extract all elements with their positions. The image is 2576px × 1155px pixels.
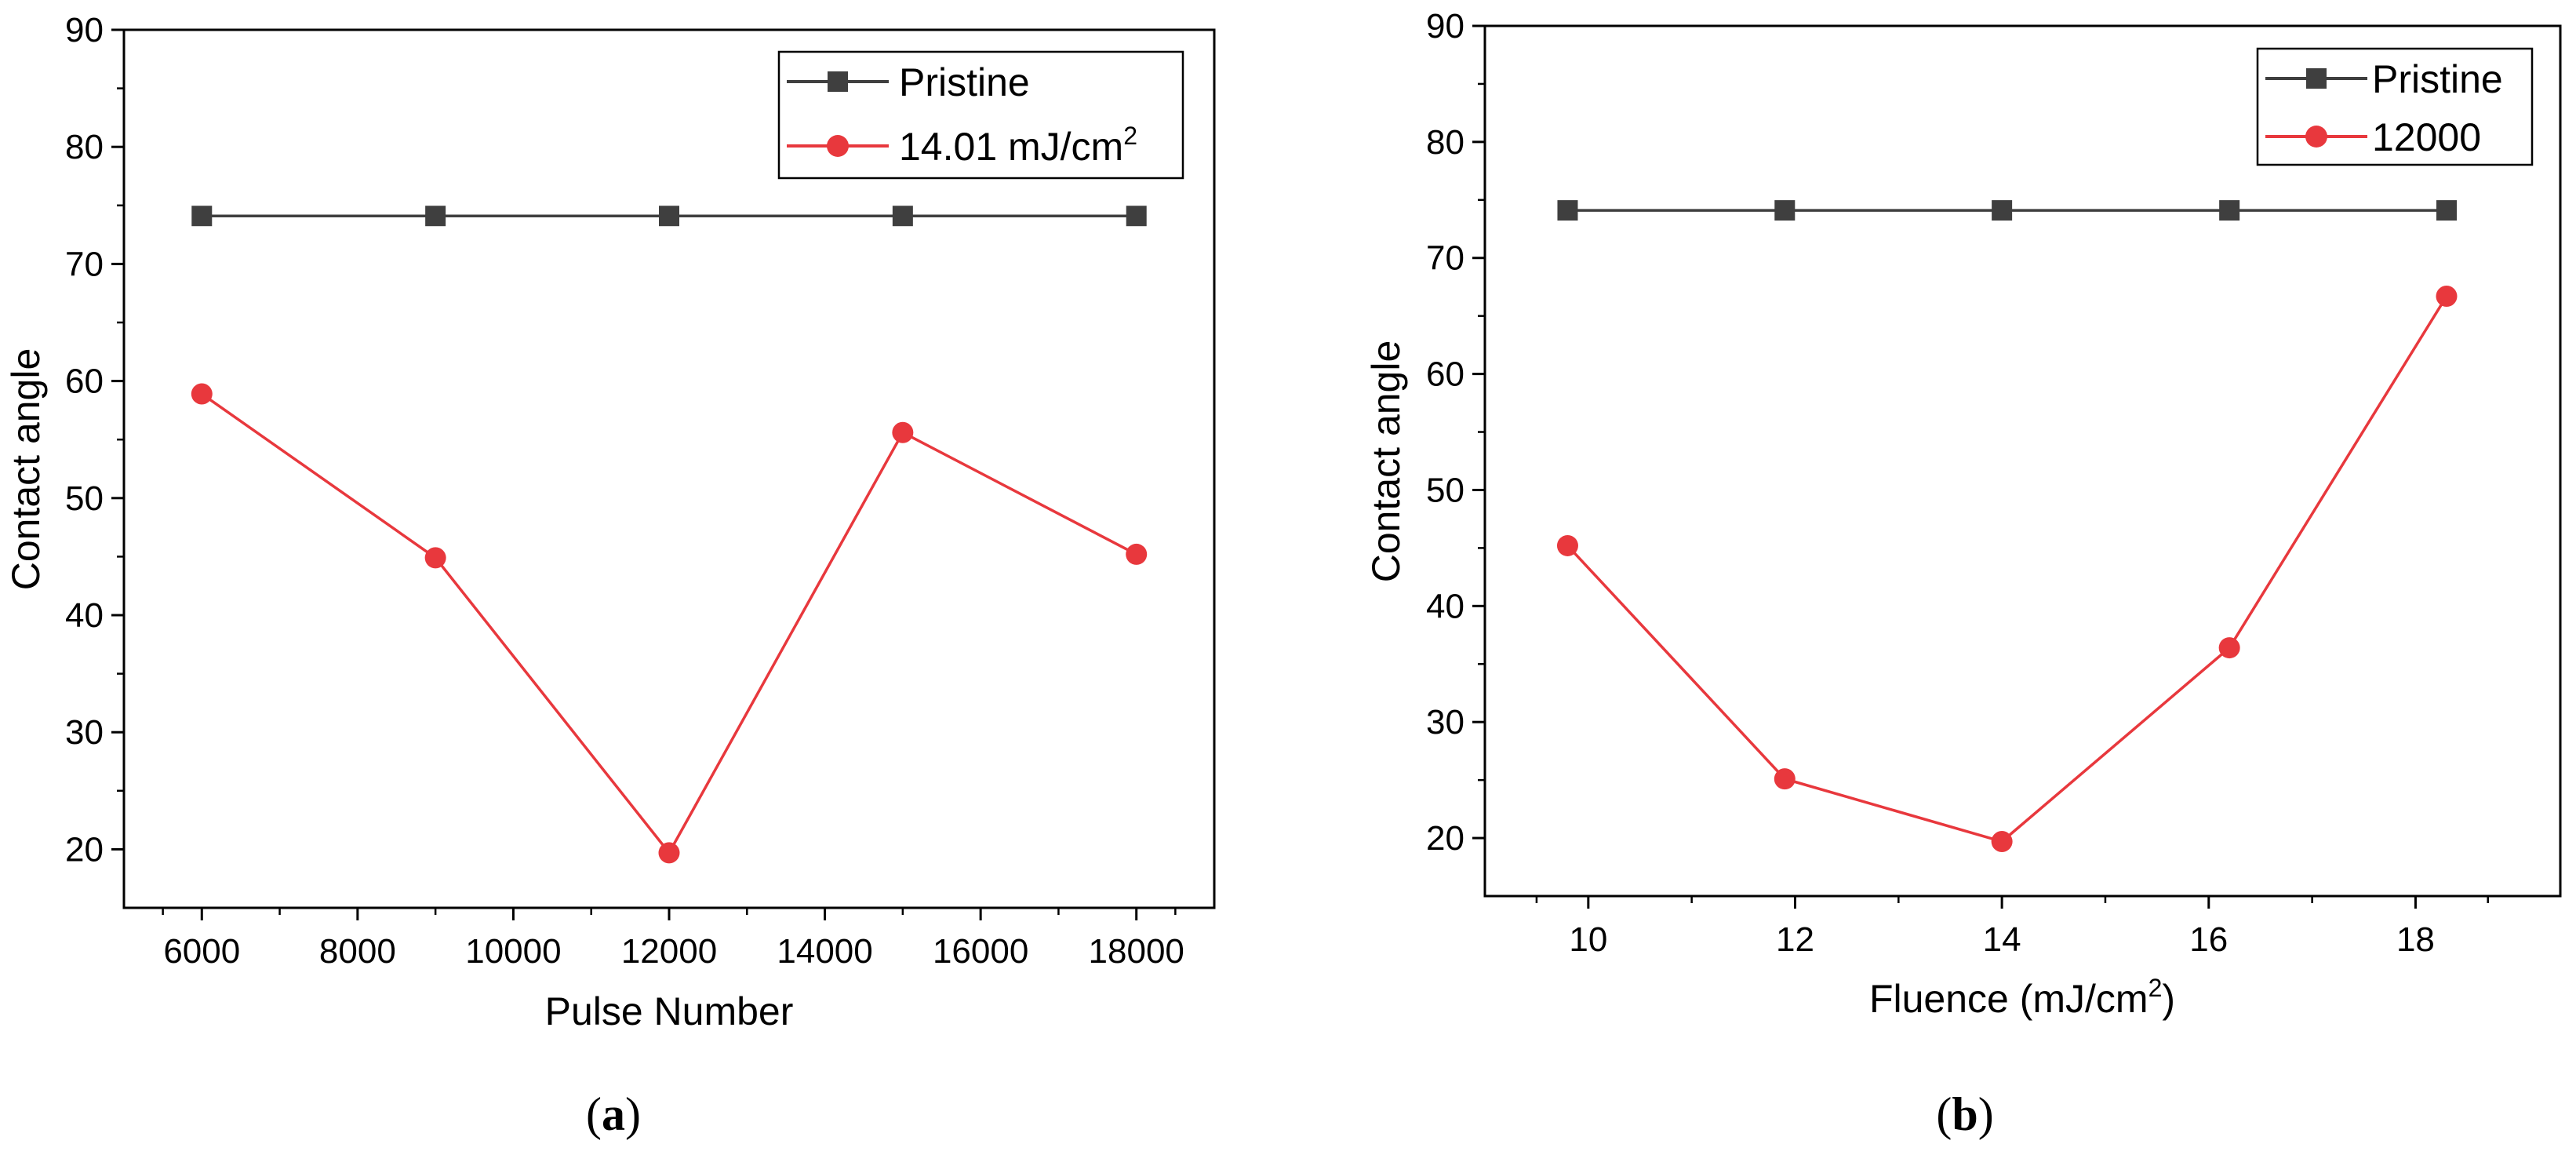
point-a-1-3 — [892, 421, 914, 443]
point-b-0-2 — [1992, 200, 2013, 221]
y-tick-label-b-5: 70 — [1426, 239, 1464, 278]
x-tick-label-b-4: 18 — [2396, 920, 2435, 959]
y-tick-label-a-6: 80 — [65, 128, 104, 166]
legend-marker-pristine-a — [828, 71, 848, 92]
y-axis-label-a: Contact angle — [4, 348, 48, 591]
panel-caption-b-letter: b — [1952, 1088, 1977, 1140]
point-b-1-3 — [2218, 637, 2240, 659]
point-a-0-0 — [191, 206, 213, 227]
x-axis-ticks-b: 10 12 14 16 18 — [1535, 896, 2489, 959]
x-axis-label-a: Pulse Number — [545, 989, 794, 1033]
y-tick-label-b-7: 90 — [1426, 7, 1464, 46]
y-tick-label-b-2: 40 — [1426, 587, 1464, 625]
y-axis-ticks-b: 20 30 40 50 60 70 80 90 — [1426, 7, 1485, 858]
plot-frame-b — [1483, 24, 2562, 898]
point-b-1-1 — [1774, 768, 1796, 790]
y-axis-label-b: Contact angle — [1364, 341, 1408, 583]
point-b-0-0 — [1557, 200, 1578, 221]
x-tick-label-a-2: 10000 — [465, 932, 561, 971]
x-tick-label-a-3: 12000 — [621, 932, 717, 971]
y-tick-label-a-2: 40 — [65, 596, 104, 635]
series-line-b-1 — [1566, 295, 2448, 843]
y-tick-label-a-7: 90 — [65, 11, 104, 49]
x-tick-label-b-1: 12 — [1776, 920, 1814, 959]
y-tick-label-a-3: 50 — [65, 479, 104, 518]
legend-b: Pristine 12000 — [2256, 47, 2534, 166]
y-tick-label-a-0: 20 — [65, 830, 104, 869]
point-a-0-1 — [425, 206, 446, 227]
series-layer-b — [1556, 200, 2458, 853]
x-tick-label-b-0: 10 — [1569, 920, 1607, 959]
legend-a: Pristine 14.01 mJ/cm2 — [777, 50, 1184, 180]
x-tick-label-b-3: 16 — [2189, 920, 2228, 959]
legend-box-b — [2256, 47, 2534, 166]
point-b-0-4 — [2436, 200, 2457, 221]
chart-panel-b: 20 30 40 50 60 70 80 90 10 12 14 16 18 Contact angl… — [1364, 7, 2562, 1140]
panel-caption-a-letter: a — [602, 1088, 625, 1140]
series-layer-a — [191, 206, 1148, 864]
y-tick-label-b-1: 30 — [1426, 703, 1464, 741]
x-tick-label-a-6: 18000 — [1089, 932, 1184, 971]
x-axis-label-b-base: Fluence (mJ/cm — [1869, 977, 2148, 1021]
point-a-0-3 — [892, 206, 913, 227]
x-tick-label-a-5: 16000 — [933, 932, 1028, 971]
legend-marker-fluence-a — [827, 135, 849, 157]
y-tick-label-b-4: 60 — [1426, 355, 1464, 394]
point-b-1-2 — [1991, 831, 2013, 853]
x-tick-label-b-2: 14 — [1983, 920, 2021, 959]
legend-marker-pristine-b — [2306, 68, 2327, 89]
x-axis-label-b-sup: 2 — [2148, 974, 2163, 1002]
x-axis-label-b-end: ) — [2162, 977, 2175, 1021]
y-tick-label-a-5: 70 — [65, 245, 104, 283]
y-tick-label-b-3: 50 — [1426, 471, 1464, 509]
y-tick-label-a-4: 60 — [65, 363, 104, 401]
point-a-0-2 — [659, 206, 679, 227]
y-tick-label-b-6: 80 — [1426, 123, 1464, 162]
legend-label-fluence-a-base: 14.01 mJ/cm — [899, 125, 1123, 169]
y-axis-ticks-a: 20 30 40 50 60 70 80 90 — [65, 11, 124, 869]
point-a-1-4 — [1126, 543, 1148, 565]
point-b-1-4 — [2436, 286, 2458, 308]
panel-caption-a: (a) — [586, 1088, 641, 1140]
x-tick-label-a-1: 8000 — [319, 932, 396, 971]
legend-label-fluence-a: 14.01 mJ/cm2 — [899, 122, 1137, 169]
point-b-1-0 — [1556, 534, 1578, 556]
legend-label-pristine-b: Pristine — [2372, 57, 2503, 101]
point-b-0-1 — [1774, 200, 1796, 221]
y-tick-label-a-1: 30 — [65, 713, 104, 752]
legend-label-12000-b: 12000 — [2372, 115, 2481, 159]
point-a-1-1 — [424, 547, 446, 569]
legend-marker-12000-b — [2305, 126, 2327, 148]
x-tick-label-a-4: 14000 — [777, 932, 872, 971]
point-a-1-2 — [658, 842, 680, 864]
legend-label-fluence-a-sup: 2 — [1123, 122, 1137, 150]
point-a-0-4 — [1126, 206, 1147, 227]
chart-panel-a: 20 30 40 50 60 70 80 90 6000 8000 10000 12000 14000… — [4, 11, 1216, 1140]
legend-label-pristine-a: Pristine — [899, 60, 1030, 104]
x-axis-ticks-a: 6000 8000 10000 12000 14000 16000 18000 — [162, 908, 1184, 971]
x-tick-label-a-0: 6000 — [163, 932, 240, 971]
panel-caption-b: (b) — [1936, 1088, 1993, 1140]
y-tick-label-b-0: 20 — [1426, 819, 1464, 858]
point-b-0-3 — [2219, 200, 2240, 221]
series-line-a-1 — [201, 392, 1137, 856]
x-axis-label-b: Fluence (mJ/cm2) — [1869, 974, 2175, 1021]
point-a-1-0 — [191, 383, 213, 405]
